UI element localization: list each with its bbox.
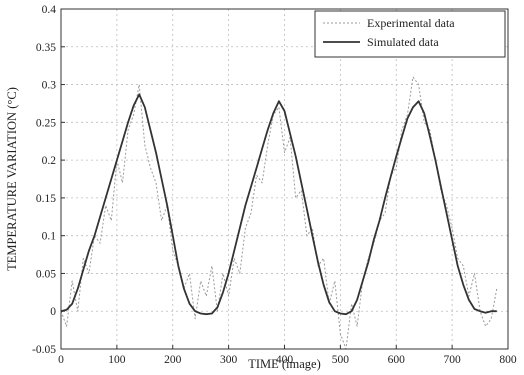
y-tick-label: 0.25 <box>36 117 56 129</box>
x-tick-label: 300 <box>220 354 238 366</box>
x-tick-label: 700 <box>444 354 462 366</box>
y-tick-label: 0.1 <box>42 231 57 243</box>
legend-label-experimental: Experimental data <box>367 16 455 30</box>
y-tick-label: 0.15 <box>36 193 56 205</box>
y-tick-label: -0.05 <box>32 344 56 356</box>
x-tick-label: 200 <box>164 354 182 366</box>
plot-lines <box>60 76 498 350</box>
x-tick-label: 500 <box>332 354 350 366</box>
legend: Experimental data Simulated data <box>314 10 506 58</box>
series-line-simulated <box>60 93 497 316</box>
y-tick-label: 0 <box>50 306 56 318</box>
x-axis-label: TIME (image) <box>248 357 321 371</box>
grid <box>61 9 508 349</box>
y-tick-label: 0.35 <box>36 42 56 54</box>
y-tick-label: 0.3 <box>42 80 57 92</box>
x-tick-label: 100 <box>108 354 126 366</box>
x-tick-label: 400 <box>276 354 294 366</box>
x-tick-label: 800 <box>499 354 517 366</box>
legend-box <box>314 10 506 58</box>
tick-labels: 0 100 200 300 400 500 600 700 800-0.0500.050.10.… <box>32 4 517 366</box>
y-tick-label: 0.05 <box>36 268 56 280</box>
legend-label-simulated: Simulated data <box>367 35 439 49</box>
series-line-experimental <box>60 76 498 350</box>
x-tick-label: 600 <box>388 354 406 366</box>
y-tick-label: 0.4 <box>42 4 57 16</box>
x-tick-label: 0 <box>58 354 64 366</box>
y-tick-label: 0.2 <box>42 155 57 167</box>
y-axis-label: TEMPERATURE VARIATION (°C) <box>5 87 19 271</box>
